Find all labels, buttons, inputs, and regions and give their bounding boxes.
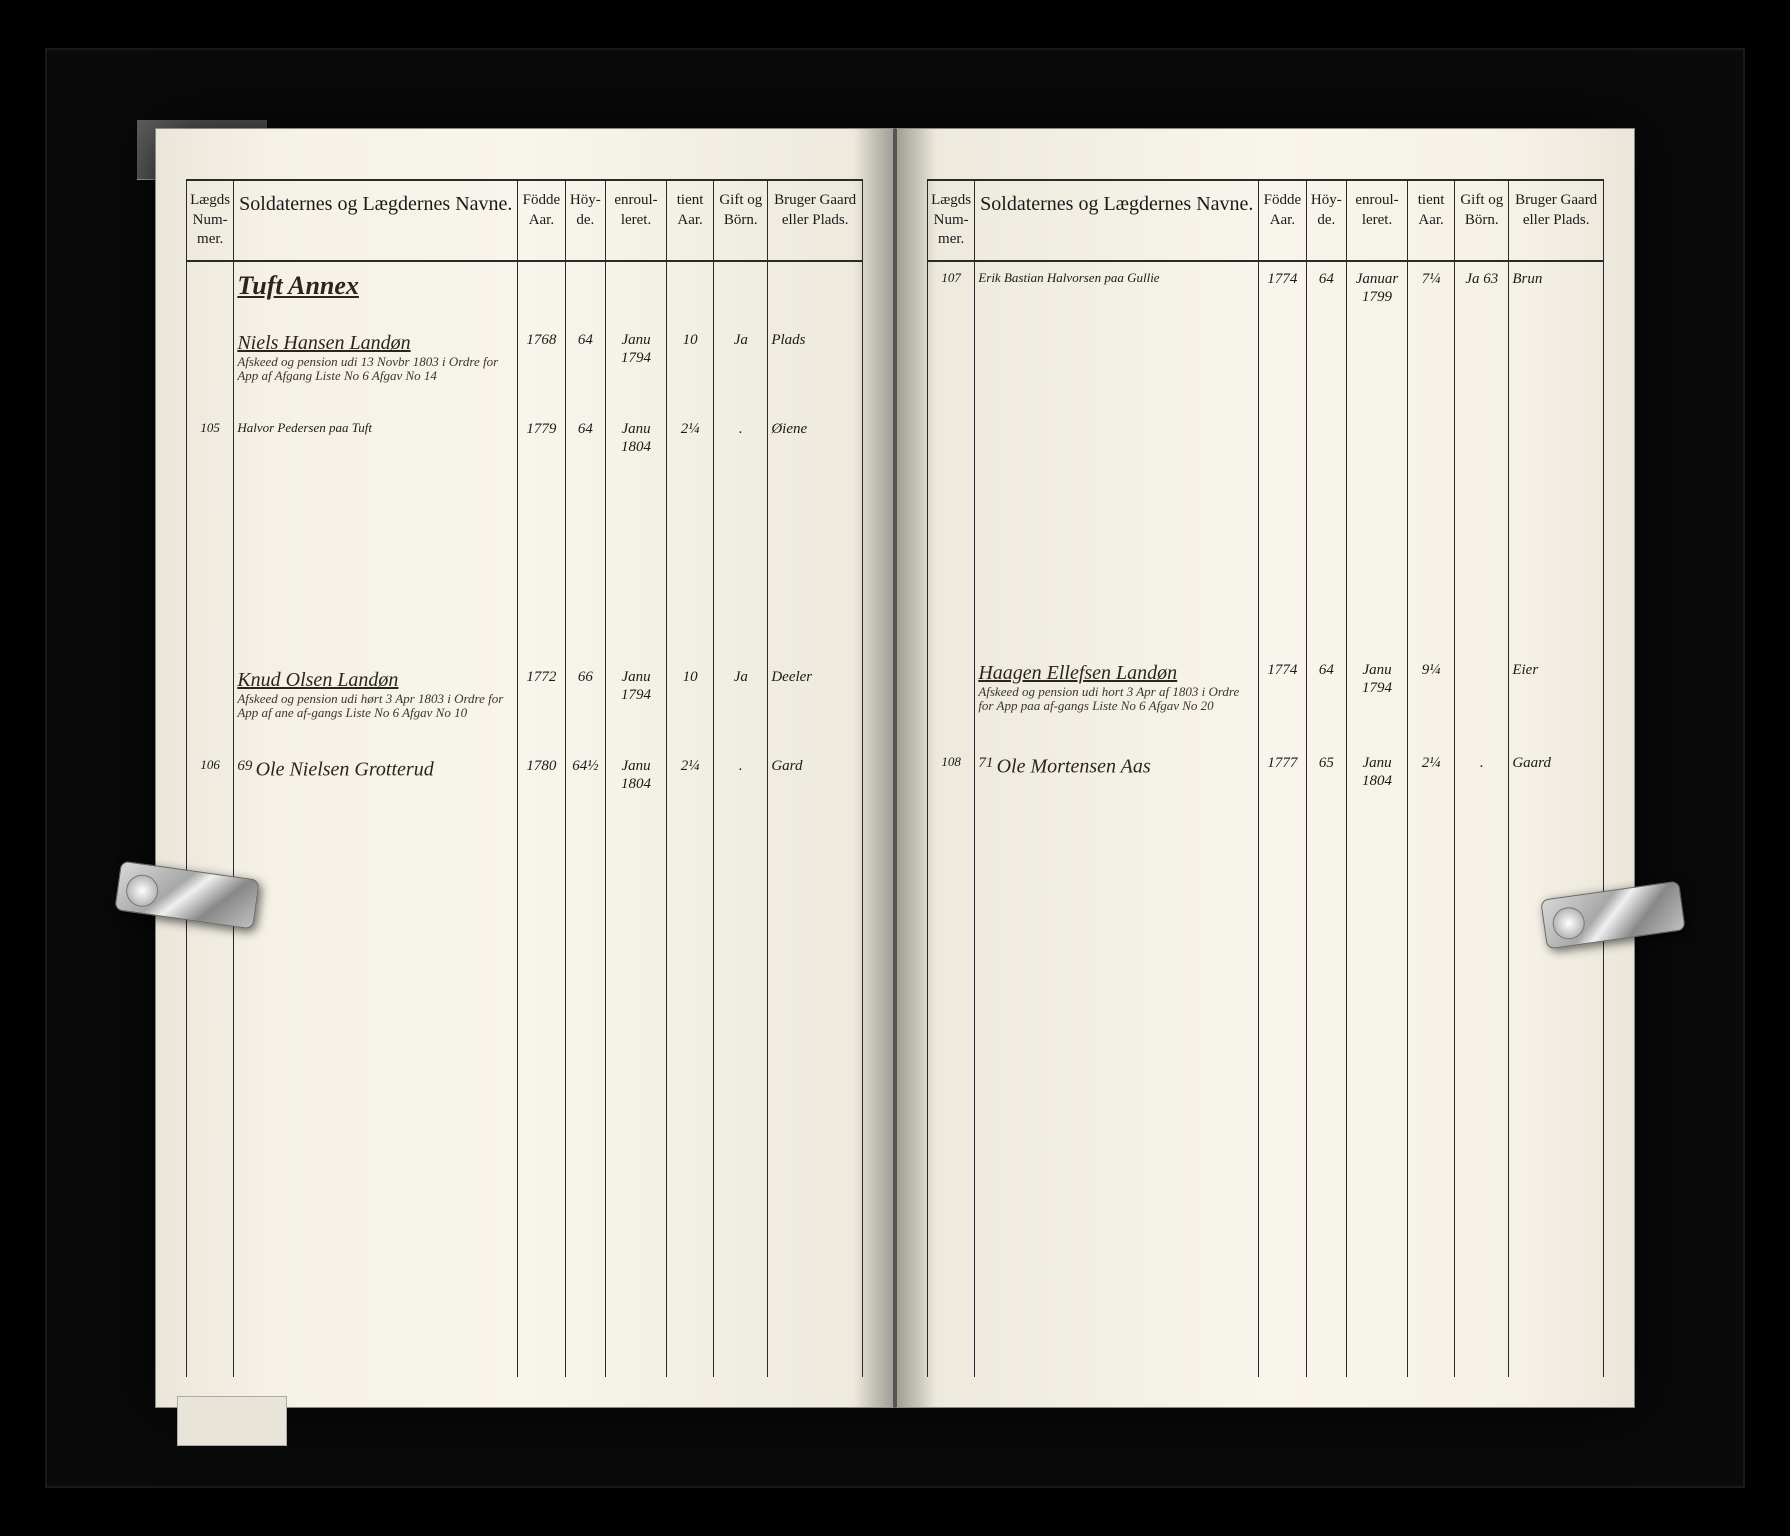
spacer-row xyxy=(928,817,1604,1377)
cell-married: Ja xyxy=(714,660,768,749)
left-page: Lægds Num-mer. Soldaternes og Lægdernes … xyxy=(155,128,895,1408)
col-header-enrolled: enroul-leret. xyxy=(606,180,667,261)
cell-farm: Eier xyxy=(1509,653,1604,746)
col-header-birth: Födde Aar. xyxy=(1259,180,1306,261)
table-row: Knud Olsen Landøn Afskeed og pension udi… xyxy=(187,660,863,749)
cell-name: Knud Olsen Landøn Afskeed og pension udi… xyxy=(234,660,518,749)
cell-name: 69 Ole Nielsen Grotterud xyxy=(234,749,518,817)
cell-service: 2¼ xyxy=(666,749,713,817)
table-row: 105 Halvor Pedersen paa Tuft 1779 64 Jan… xyxy=(187,412,863,480)
col-header-service: tient Aar. xyxy=(666,180,713,261)
cell-enrolled: Janu 1804 xyxy=(606,749,667,817)
cell-name: Niels Hansen Landøn Afskeed og pension u… xyxy=(234,323,518,412)
cell-num: 105 xyxy=(187,412,234,480)
cell-married xyxy=(1455,653,1509,746)
col-header-birth: Födde Aar. xyxy=(518,180,565,261)
cell-height: 64 xyxy=(1306,261,1347,333)
cell-height: 64½ xyxy=(565,749,606,817)
cell-num: 106 xyxy=(187,749,234,817)
cell-num: 108 xyxy=(928,746,975,817)
col-header-service: tient Aar. xyxy=(1407,180,1454,261)
cell-name: Haagen Ellefsen Landøn Afskeed og pensio… xyxy=(975,653,1259,746)
header-row: Lægds Num-mer. Soldaternes og Lægdernes … xyxy=(928,180,1604,261)
cell-name: Erik Bastian Halvorsen paa Gullie xyxy=(975,261,1259,333)
cell-name: 71 Ole Mortensen Aas xyxy=(975,746,1259,817)
ledger-table-right: Lægds Num-mer. Soldaternes og Lægdernes … xyxy=(927,179,1604,1377)
annex-heading-row: Tuft Annex xyxy=(187,261,863,324)
cell-farm: Brun xyxy=(1509,261,1604,333)
cell-farm: Deeler xyxy=(768,660,863,749)
cell-married: . xyxy=(714,749,768,817)
cell-enrolled: Janu 1794 xyxy=(1347,653,1408,746)
cell-name: Halvor Pedersen paa Tuft xyxy=(234,412,518,480)
ledger-table-left: Lægds Num-mer. Soldaternes og Lægdernes … xyxy=(186,179,863,1377)
cell-farm: Gaard xyxy=(1509,746,1604,817)
cell-height: 64 xyxy=(565,323,606,412)
col-header-num: Lægds Num-mer. xyxy=(187,180,234,261)
cell-married: Ja xyxy=(714,323,768,412)
cell-enrolled: Janu 1794 xyxy=(606,660,667,749)
table-row: 106 69 Ole Nielsen Grotterud 1780 64½ Ja… xyxy=(187,749,863,817)
col-header-enrolled: enroul-leret. xyxy=(1347,180,1408,261)
table-row: Niels Hansen Landøn Afskeed og pension u… xyxy=(187,323,863,412)
cell-service: 7¼ xyxy=(1407,261,1454,333)
col-header-height: Höy-de. xyxy=(1306,180,1347,261)
cell-enrolled: Janu 1804 xyxy=(1347,746,1408,817)
cell-birth: 1768 xyxy=(518,323,565,412)
cell-enrolled: Janu 1794 xyxy=(606,323,667,412)
table-row: 108 71 Ole Mortensen Aas 1777 65 Janu 18… xyxy=(928,746,1604,817)
header-row: Lægds Num-mer. Soldaternes og Lægdernes … xyxy=(187,180,863,261)
cell-birth: 1774 xyxy=(1259,653,1306,746)
col-header-names: Soldaternes og Lægdernes Navne. xyxy=(975,180,1259,261)
col-header-num: Lægds Num-mer. xyxy=(928,180,975,261)
cell-married: . xyxy=(714,412,768,480)
col-header-names: Soldaternes og Lægdernes Navne. xyxy=(234,180,518,261)
cell-service: 10 xyxy=(666,660,713,749)
cell-service: 2¼ xyxy=(666,412,713,480)
cell-height: 66 xyxy=(565,660,606,749)
cell-farm: Øiene xyxy=(768,412,863,480)
cell-enrolled: Januar 1799 xyxy=(1347,261,1408,333)
cell-married: Ja 63 xyxy=(1455,261,1509,333)
col-header-height: Höy-de. xyxy=(565,180,606,261)
cell-birth: 1780 xyxy=(518,749,565,817)
right-page: Lægds Num-mer. Soldaternes og Lægdernes … xyxy=(895,128,1635,1408)
col-header-farm: Bruger Gaard eller Plads. xyxy=(768,180,863,261)
tab-marker xyxy=(177,1396,287,1446)
col-header-married: Gift og Börn. xyxy=(1455,180,1509,261)
spacer-row xyxy=(187,817,863,1377)
col-header-farm: Bruger Gaard eller Plads. xyxy=(1509,180,1604,261)
cell-birth: 1772 xyxy=(518,660,565,749)
cell-birth: 1777 xyxy=(1259,746,1306,817)
cell-num xyxy=(187,660,234,749)
cell-height: 65 xyxy=(1306,746,1347,817)
cell-married: . xyxy=(1455,746,1509,817)
cell-service: 2¼ xyxy=(1407,746,1454,817)
cell-farm: Gard xyxy=(768,749,863,817)
cell-height: 64 xyxy=(1306,653,1347,746)
cell-service: 10 xyxy=(666,323,713,412)
table-row: Haagen Ellefsen Landøn Afskeed og pensio… xyxy=(928,653,1604,746)
photo-frame: Lægds Num-mer. Soldaternes og Lægdernes … xyxy=(45,48,1745,1488)
cell-birth: 1774 xyxy=(1259,261,1306,333)
spacer-row xyxy=(928,333,1604,653)
cell-num xyxy=(187,323,234,412)
ledger-book: Lægds Num-mer. Soldaternes og Lægdernes … xyxy=(155,128,1635,1408)
cell-num: 107 xyxy=(928,261,975,333)
cell-num xyxy=(928,653,975,746)
cell-enrolled: Janu 1804 xyxy=(606,412,667,480)
cell-service: 9¼ xyxy=(1407,653,1454,746)
spacer-row xyxy=(187,480,863,660)
col-header-married: Gift og Börn. xyxy=(714,180,768,261)
cell-height: 64 xyxy=(565,412,606,480)
cell-birth: 1779 xyxy=(518,412,565,480)
table-row: 107 Erik Bastian Halvorsen paa Gullie 17… xyxy=(928,261,1604,333)
annex-heading: Tuft Annex xyxy=(237,270,514,301)
cell-farm: Plads xyxy=(768,323,863,412)
